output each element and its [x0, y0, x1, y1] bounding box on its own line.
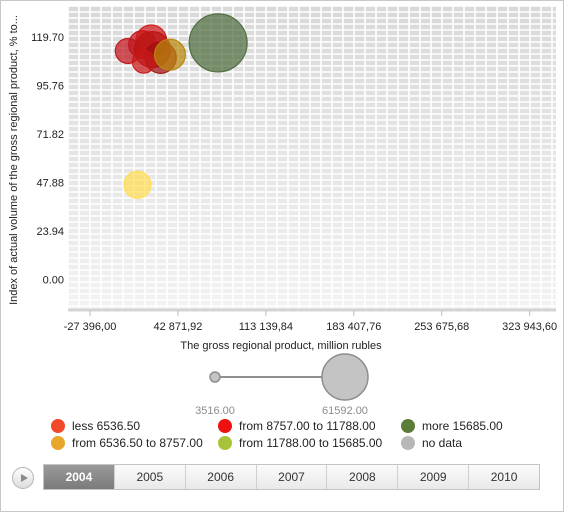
legend-swatch: [218, 419, 232, 433]
size-legend: 3516.00 61592.00: [195, 353, 369, 417]
y-tick-label: 23.94: [36, 226, 64, 238]
legend-swatch: [51, 436, 65, 450]
year-tab-2008[interactable]: 2008: [327, 465, 399, 489]
year-tab-2007[interactable]: 2007: [257, 465, 328, 489]
x-tick-label: -27 396,00: [64, 321, 117, 333]
size-legend-min-label: 3516.00: [195, 405, 235, 417]
timeline-player: 2004 2005 2006 2007 2008 2009 2010: [12, 464, 542, 492]
legend-label: from 8757.00 to 11788.00: [239, 419, 376, 433]
year-tab-2006[interactable]: 2006: [186, 465, 257, 489]
year-tab-2004[interactable]: 2004: [44, 465, 115, 489]
y-tick-label: 47.88: [36, 178, 64, 190]
x-axis-title: The gross regional product, million rubl…: [180, 340, 382, 352]
y-tick-label: 119.70: [31, 32, 64, 44]
y-tick-label: 0.00: [43, 275, 64, 287]
size-legend-min-circle: [209, 371, 221, 383]
x-tick-label: 183 407,76: [326, 321, 381, 333]
y-tick-label: 71.82: [36, 129, 64, 141]
legend-swatch: [401, 436, 415, 450]
legend-label: from 6536.50 to 8757.00: [72, 436, 203, 450]
legend-swatch: [51, 419, 65, 433]
year-tab-2009[interactable]: 2009: [398, 465, 470, 489]
size-legend-max-label: 61592.00: [322, 405, 368, 417]
bubble[interactable]: [131, 49, 156, 74]
y-axis-title: Index of actual volume of the gross regi…: [8, 15, 20, 305]
legend-label: no data: [422, 436, 462, 450]
x-tick-label: 42 871,92: [153, 321, 202, 333]
y-tick-label: 95.76: [36, 81, 64, 93]
size-legend-max-circle: [321, 353, 369, 401]
year-tabs: 2004 2005 2006 2007 2008 2009 2010: [43, 464, 540, 490]
legend-label: more 15685.00: [422, 419, 503, 433]
year-tab-2010[interactable]: 2010: [490, 470, 518, 484]
x-tick-label: 113 139,84: [239, 321, 293, 333]
year-tab-2005[interactable]: 2005: [115, 465, 186, 489]
x-tick-label: 323 943,60: [502, 321, 557, 333]
legend-label: less 6536.50: [72, 419, 140, 433]
play-icon: [21, 474, 28, 482]
x-tick-label: 253 675,68: [414, 321, 469, 333]
legend-label: from 11788.00 to 15685.00: [239, 436, 383, 450]
play-button[interactable]: [12, 467, 34, 489]
bubble[interactable]: [188, 13, 248, 73]
color-legend: less 6536.50 from 8757.00 to 11788.00 more…: [51, 419, 503, 450]
legend-swatch: [401, 419, 415, 433]
bubble[interactable]: [153, 38, 187, 71]
bubble[interactable]: [123, 170, 152, 199]
legend-swatch: [218, 436, 232, 450]
